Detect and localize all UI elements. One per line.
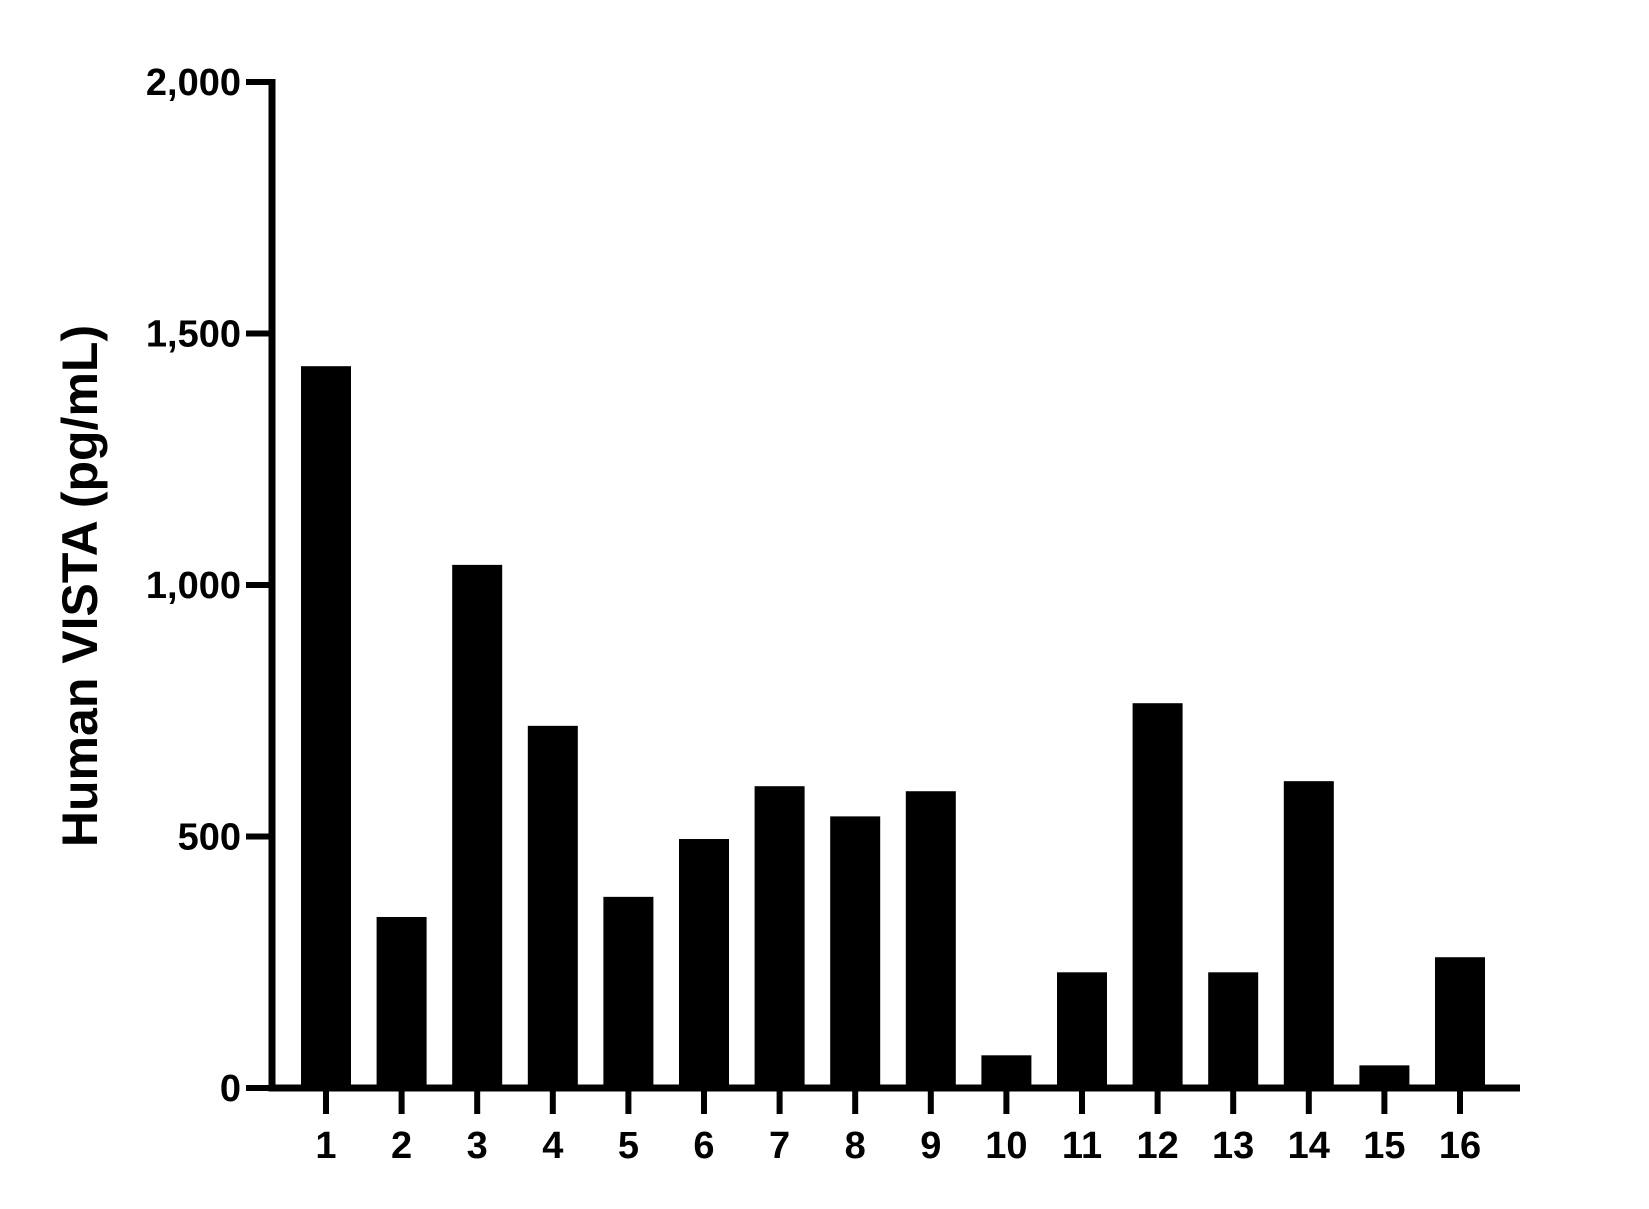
y-tick-label: 1,000 bbox=[146, 565, 241, 607]
bar-14 bbox=[1283, 781, 1334, 1088]
bar-5 bbox=[603, 896, 654, 1088]
bar-1 bbox=[301, 366, 351, 1088]
x-tick-label: 9 bbox=[920, 1125, 941, 1167]
y-tick-label: 1,500 bbox=[146, 314, 241, 356]
x-tick-label: 8 bbox=[845, 1125, 866, 1167]
bars-group bbox=[301, 366, 1485, 1088]
bar-7 bbox=[754, 786, 805, 1088]
bar-15 bbox=[1359, 1065, 1410, 1088]
bar-3 bbox=[452, 564, 503, 1088]
bar-9 bbox=[905, 791, 956, 1088]
x-tick-label: 15 bbox=[1363, 1125, 1405, 1167]
x-tick-label: 4 bbox=[542, 1125, 563, 1167]
x-tick-label: 12 bbox=[1136, 1125, 1178, 1167]
bar-8 bbox=[830, 816, 881, 1088]
y-tick-label: 2,000 bbox=[146, 62, 241, 104]
x-tick-label: 13 bbox=[1212, 1125, 1254, 1167]
bar-6 bbox=[679, 839, 729, 1088]
bar-12 bbox=[1132, 703, 1183, 1088]
y-tick-label: 500 bbox=[178, 817, 241, 859]
bar-11 bbox=[1057, 972, 1107, 1088]
bar-4 bbox=[527, 725, 578, 1088]
x-tick-label: 11 bbox=[1062, 1125, 1102, 1167]
y-tick-label: 0 bbox=[220, 1068, 241, 1110]
x-tick-label: 10 bbox=[985, 1125, 1027, 1167]
x-tick-label: 14 bbox=[1288, 1125, 1330, 1167]
x-tick-label: 7 bbox=[769, 1125, 790, 1167]
bar-2 bbox=[376, 916, 427, 1088]
bar-13 bbox=[1208, 972, 1259, 1088]
x-tick-label: 1 bbox=[315, 1125, 336, 1167]
x-tick-label: 3 bbox=[467, 1125, 488, 1167]
x-ticks-group: 1 2 3 4 5 6 7 8 9 10 11 12 13 14 15 16 bbox=[315, 1088, 1481, 1167]
x-tick-label: 5 bbox=[618, 1125, 639, 1167]
x-tick-label: 2 bbox=[391, 1125, 412, 1167]
y-ticks-group: 0 500 1,000 1,500 2,000 bbox=[146, 62, 272, 1110]
bar-16 bbox=[1435, 957, 1485, 1088]
y-axis-label: Human VISTA (pg/mL) bbox=[52, 325, 108, 847]
x-tick-label: 16 bbox=[1439, 1125, 1481, 1167]
x-tick-label: 6 bbox=[693, 1125, 714, 1167]
bar-10 bbox=[981, 1055, 1032, 1088]
